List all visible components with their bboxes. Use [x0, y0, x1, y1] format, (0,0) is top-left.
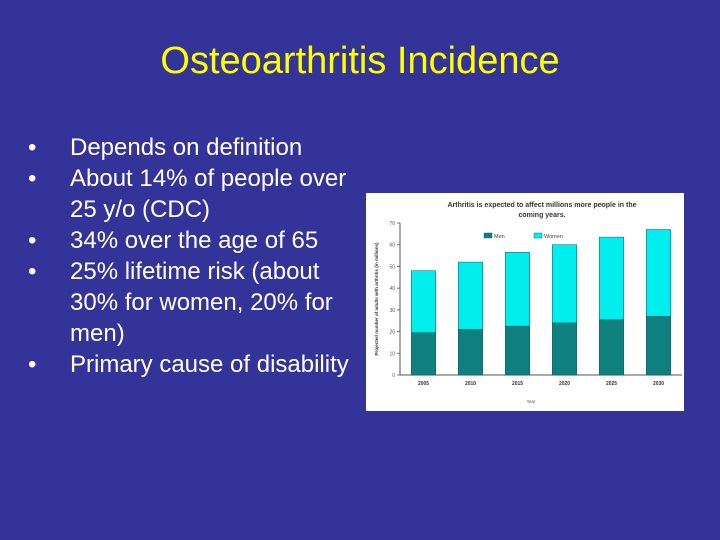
bar-segment-men [646, 316, 671, 376]
chart-axes [397, 222, 682, 376]
legend-swatch-men [483, 232, 493, 239]
bullet-dot: • [28, 227, 37, 254]
chart-panel: Arthritis is expected to affect millions… [366, 193, 684, 411]
bullet-item: • About 14% of people over 25 y/o (CDC) [28, 163, 358, 225]
bar-segment-men [505, 325, 530, 376]
y-tick-label: 40 [389, 286, 395, 292]
x-tick-label: 2025 [606, 381, 617, 387]
y-tick-label: 20 [389, 330, 395, 336]
x-tick-label: 2010 [465, 381, 476, 387]
y-tick-label: 0 [392, 373, 395, 379]
x-tick-label: 2015 [512, 381, 523, 387]
bar-segment-men [552, 322, 577, 376]
bar-segment-women [411, 270, 436, 333]
bullet-item: • 25% lifetime risk (about 30% for women,… [28, 256, 358, 349]
legend-swatch-women [533, 232, 543, 239]
legend-label-women: Women [544, 234, 563, 240]
bullet-text: 25% lifetime risk (about 30% for women, … [70, 258, 333, 347]
chart-legend: Men Women [483, 232, 563, 240]
x-tick-label: 2020 [559, 381, 570, 387]
bar-segment-men [411, 332, 436, 376]
bullet-list: • Depends on definition • About 14% of peo… [28, 132, 358, 380]
bullet-item: • Primary cause of disability [28, 349, 358, 380]
bullet-text: About 14% of people over 25 y/o (CDC) [70, 165, 347, 223]
bullet-text: 34% over the age of 65 [70, 227, 319, 254]
bullet-dot: • [28, 165, 37, 192]
bar-segment-women [599, 236, 624, 320]
bar-segment-men [599, 319, 624, 376]
bullet-text: Primary cause of disability [70, 351, 349, 378]
y-tick-label: 50 [389, 264, 395, 270]
bar-segment-women [505, 252, 530, 327]
y-tick-label: 30 [389, 308, 395, 314]
x-axis-label: Year [526, 399, 536, 404]
bar-segment-men [458, 329, 483, 376]
bullet-text: Depends on definition [70, 134, 303, 161]
bullet-item: • 34% over the age of 65 [28, 225, 358, 256]
bar-segment-women [646, 229, 671, 317]
x-tick-label: 2030 [653, 381, 664, 387]
bullet-dot: • [28, 134, 37, 161]
bullet-dot: • [28, 258, 37, 285]
y-tick-label: 70 [389, 221, 395, 227]
bar-segment-women [458, 261, 483, 330]
chart-title-line-2: coming years. [518, 212, 565, 219]
x-tick-label: 2005 [418, 381, 429, 387]
slide-title: Osteoarthritis Incidence [160, 40, 560, 82]
bar-chart: Arthritis is expected to affect millions… [374, 202, 682, 404]
y-axis-label: Projected number of adults with arthriti… [374, 242, 379, 356]
legend-label-men: Men [494, 234, 505, 240]
bullet-dot: • [28, 351, 37, 378]
chart-bars [411, 229, 671, 376]
y-tick-label: 10 [389, 351, 395, 357]
bar-segment-women [552, 244, 577, 324]
bullet-item: • Depends on definition [28, 132, 358, 163]
y-tick-label: 60 [389, 243, 395, 249]
chart-title-line-1: Arthritis is expected to affect millions… [447, 202, 636, 209]
